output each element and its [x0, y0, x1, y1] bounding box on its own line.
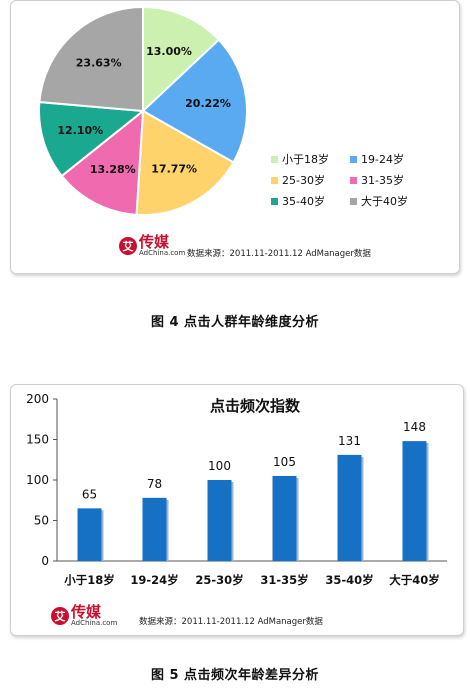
bar [337, 454, 362, 561]
legend-swatch [271, 198, 278, 205]
pie-slice-label: 13.28% [90, 163, 136, 176]
bar-chart: 0 50 100 150 200 点击频次指数 65 小于18岁 78 19-24岁 100 25-3… [26, 392, 447, 587]
y-tick-label: 0 [41, 554, 49, 568]
y-tick-label: 100 [26, 473, 49, 487]
pie-slice-label: 20.22% [185, 97, 231, 110]
x-tick-label: 19-24岁 [130, 573, 178, 587]
x-tick-label: 大于40岁 [389, 573, 440, 587]
bar-value-label: 100 [208, 459, 231, 473]
logo-mark: 艾 [119, 237, 137, 255]
legend-swatch [350, 177, 357, 184]
pie-slice [141, 38, 248, 164]
bar [402, 441, 427, 561]
bar-source-text: 数据来源：2011.11-2011.12 AdManager数据 [139, 617, 323, 627]
bar-chart-title: 点击频次指数 [210, 397, 301, 415]
pie-chart: 13.00% 20.22% 17.77% 13.28% 12.10% 23.63% 小于18… [38, 5, 408, 216]
legend-label: 35-40岁 [282, 194, 325, 208]
legend-swatch [350, 156, 357, 163]
adchina-logo: 艾 传媒 AdChina.com [119, 235, 185, 257]
pie-source-text: 数据来源：2011.11-2011.12 AdManager数据 [187, 249, 371, 259]
bar-value-label: 148 [403, 420, 426, 434]
figure-4-caption: 图 4 点击人群年龄维度分析 [150, 315, 320, 330]
pie-slice-label: 23.63% [76, 57, 122, 70]
legend-swatch [271, 156, 278, 163]
pie-slice [60, 108, 145, 216]
x-tick-label: 35-40岁 [325, 573, 373, 587]
legend-label: 25-30岁 [282, 173, 325, 187]
y-tick-label: 50 [34, 514, 49, 528]
pie-slice [142, 5, 221, 114]
legend-swatch [350, 198, 357, 205]
bar-value-label: 105 [273, 455, 296, 469]
y-tick-label: 150 [26, 433, 49, 447]
legend-label: 大于40岁 [361, 194, 408, 208]
bar [207, 480, 232, 561]
bar-value-label: 131 [338, 434, 361, 448]
legend-label: 31-35岁 [361, 173, 404, 187]
figure-5-caption: 图 5 点击频次年龄差异分析 [150, 668, 320, 683]
legend-label: 19-24岁 [361, 152, 404, 166]
pie-slice [38, 100, 146, 178]
pie-slice [135, 109, 235, 216]
bar-chart-panel: 0 50 100 150 200 点击频次指数 65 小于18岁 78 19-24岁 100 25-3… [10, 384, 464, 636]
pie-slice-label: 17.77% [151, 163, 197, 176]
logo-cn-text: 传媒 [139, 233, 170, 251]
bar-value-label: 65 [82, 487, 97, 501]
y-tick-label: 200 [26, 392, 49, 406]
bar-value-label: 78 [147, 477, 162, 491]
pie-slice [38, 5, 144, 113]
legend-label: 小于18岁 [282, 152, 329, 166]
bar [272, 475, 297, 561]
bar [77, 508, 102, 561]
x-tick-label: 31-35岁 [260, 573, 308, 587]
pie-slice-label: 12.10% [57, 124, 103, 137]
logo-mark: 艾 [51, 607, 69, 625]
logo-en-text: AdChina.com [139, 249, 186, 257]
adchina-logo-2: 艾 传媒 AdChina.com [51, 605, 117, 627]
x-tick-label: 25-30岁 [195, 573, 243, 587]
logo-en-text: AdChina.com [71, 619, 118, 627]
pie-chart-panel: 13.00% 20.22% 17.77% 13.28% 12.10% 23.63% 小于18… [10, 0, 460, 274]
legend-swatch [271, 177, 278, 184]
bar [142, 497, 167, 561]
logo-cn-text: 传媒 [71, 603, 102, 621]
x-tick-label: 小于18岁 [63, 573, 115, 587]
pie-slice-label: 13.00% [146, 45, 192, 58]
